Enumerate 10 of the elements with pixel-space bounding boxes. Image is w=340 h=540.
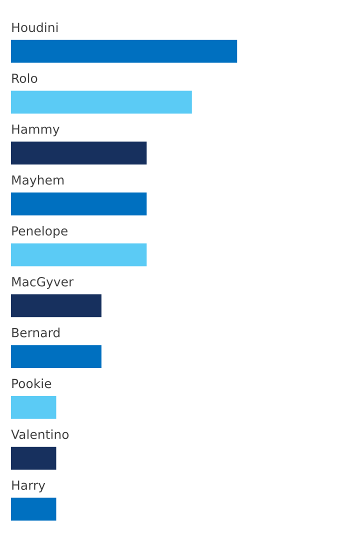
y-tick-label: Mayhem — [12, 175, 64, 188]
y-tick-label: Hammy — [12, 124, 60, 136]
y-tick-label: Bernard — [12, 328, 60, 338]
y-tick-label: MacGyver — [12, 277, 74, 289]
y-tick-label: Valentino — [11, 429, 69, 440]
y-tick-label: Pookie — [12, 378, 52, 388]
y-tick-label: Houdini — [12, 22, 58, 32]
y-tick-label: Penelope — [12, 226, 68, 238]
y-tick-label: Rolo — [12, 73, 38, 83]
y-tick-label: Harry — [12, 480, 46, 492]
